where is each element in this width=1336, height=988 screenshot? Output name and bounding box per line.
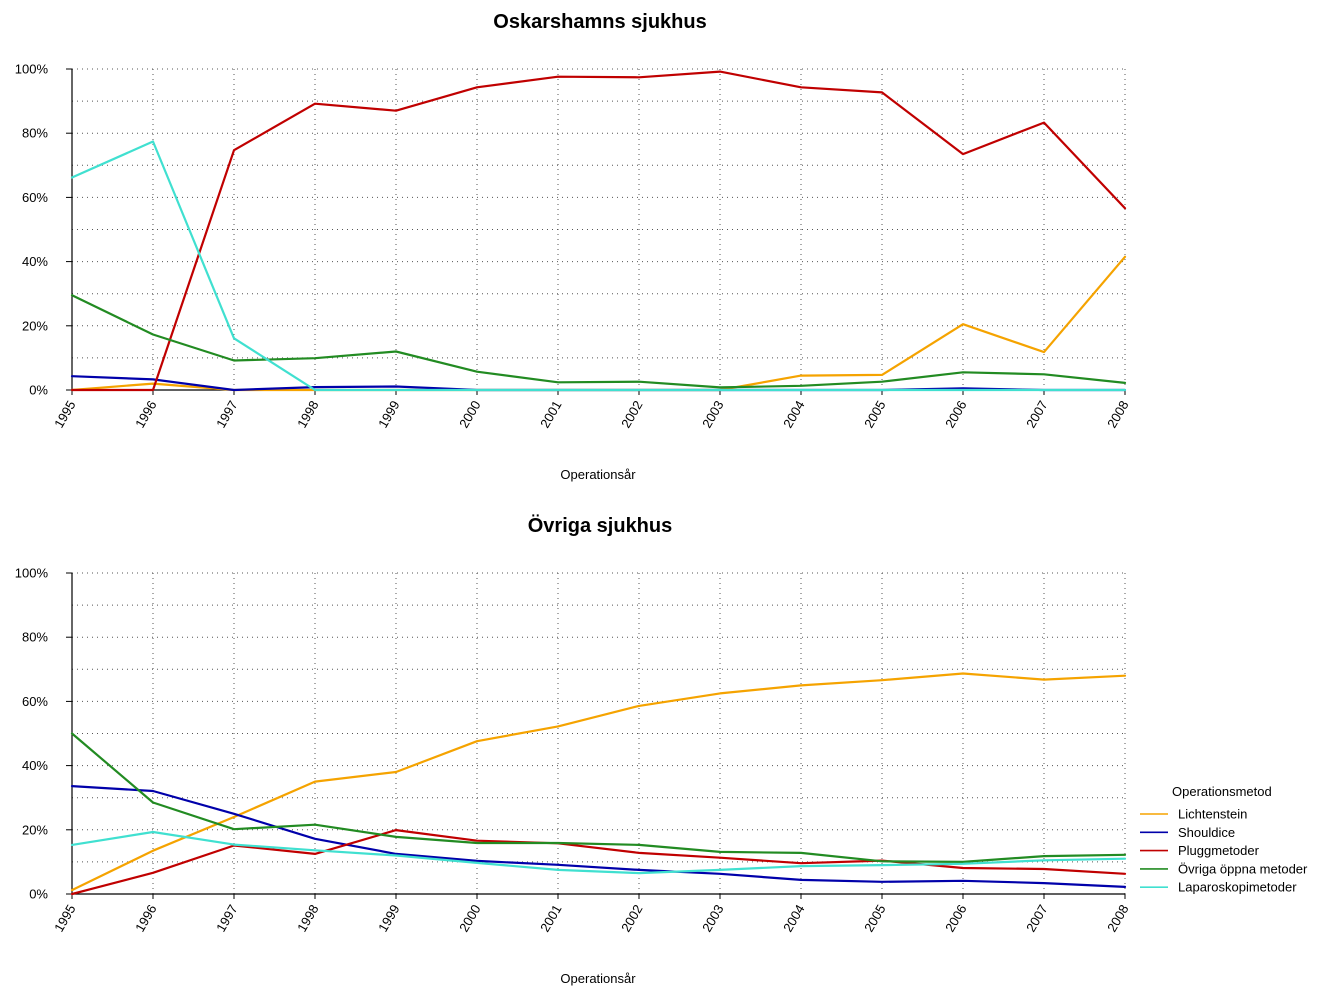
y-tick-label: 100% [15,566,49,581]
chart-panels: Oskarshamns sjukhus 0% 20% 40% 60% 80% 100% 199… [15,11,1132,986]
x-tick-label: 1999 [375,902,402,935]
legend-label: Laparoskopimetoder [1178,880,1297,895]
series-line [70,784,1127,889]
y-tick-label: 100% [15,62,49,77]
x-axis-title: Operationsår [560,971,636,986]
legend-label: Pluggmetoder [1178,843,1260,858]
chart-title: Oskarshamns sjukhus [493,11,706,33]
x-tick-label: 2000 [456,902,483,935]
x-tick-label: 2008 [1104,902,1131,935]
series-line [70,830,1127,875]
legend-item: Laparoskopimetoder [1140,880,1297,895]
x-tick-label: 2002 [618,902,645,935]
x-tick-label: 1999 [375,398,402,431]
legend-title: Operationsmetod [1172,784,1272,799]
legend: Operationsmetod Lichtenstein Shouldice Plu… [1140,784,1308,895]
y-tick-label: 80% [22,630,48,645]
chart-panel-2: Övriga sjukhus 0% 20% 40% 60% 80% 100% 1995 1996… [15,514,1132,986]
legend-label: Shouldice [1178,825,1235,840]
x-tick-label: 2003 [699,902,726,935]
x-tick-label: 2001 [537,398,564,431]
y-tick-label: 0% [29,383,48,398]
series-line [70,672,1127,892]
legend-items: Lichtenstein Shouldice Pluggmetoder Övriga … [1140,807,1308,895]
y-tick-label: 80% [22,126,48,141]
x-tick-label: 2004 [780,398,807,431]
series-line [70,732,1127,864]
series-line [70,140,1127,392]
x-tick-label: 1998 [294,902,321,935]
series-line [70,294,1127,389]
y-tick-label: 40% [22,254,48,269]
series-line [70,828,1127,896]
chart-title: Övriga sjukhus [528,514,673,537]
x-tick-label: 1996 [132,902,159,935]
y-tick-label: 20% [22,822,48,837]
x-tick-label: 1998 [294,398,321,431]
x-axis-title: Operationsår [560,467,636,482]
legend-item: Övriga öppna metoder [1140,861,1308,876]
x-tick-label: 2005 [861,902,888,935]
x-tick-label: 2001 [537,902,564,935]
y-tick-label: 0% [29,887,48,902]
y-tick-label: 60% [22,694,48,709]
chart-panel-1: Oskarshamns sjukhus 0% 20% 40% 60% 80% 100% 199… [15,11,1132,482]
x-tick-label: 2000 [456,398,483,431]
x-tick-label: 1996 [132,398,159,431]
x-tick-label: 2008 [1104,398,1131,431]
y-tick-label: 60% [22,190,48,205]
y-tick-label: 40% [22,758,48,773]
x-tick-label: 2006 [942,398,969,431]
x-tick-label: 2007 [1023,398,1050,431]
x-tick-label: 2002 [618,398,645,431]
x-tick-label: 2006 [942,902,969,935]
x-tick-label: 1997 [213,902,240,935]
legend-label: Lichtenstein [1178,807,1247,822]
x-tick-label: 1997 [213,398,240,431]
x-tick-label: 2007 [1023,902,1050,935]
legend-label: Övriga öppna metoder [1178,861,1308,876]
x-tick-label: 2004 [780,902,807,935]
legend-item: Shouldice [1140,825,1235,840]
x-tick-label: 2005 [861,398,888,431]
legend-item: Lichtenstein [1140,807,1247,822]
legend-item: Pluggmetoder [1140,843,1260,858]
x-tick-label: 2003 [699,398,726,431]
series-line [70,70,1127,392]
x-tick-label: 1995 [51,398,78,431]
y-tick-label: 20% [22,318,48,333]
series-line [70,255,1127,392]
x-tick-label: 1995 [51,902,78,935]
